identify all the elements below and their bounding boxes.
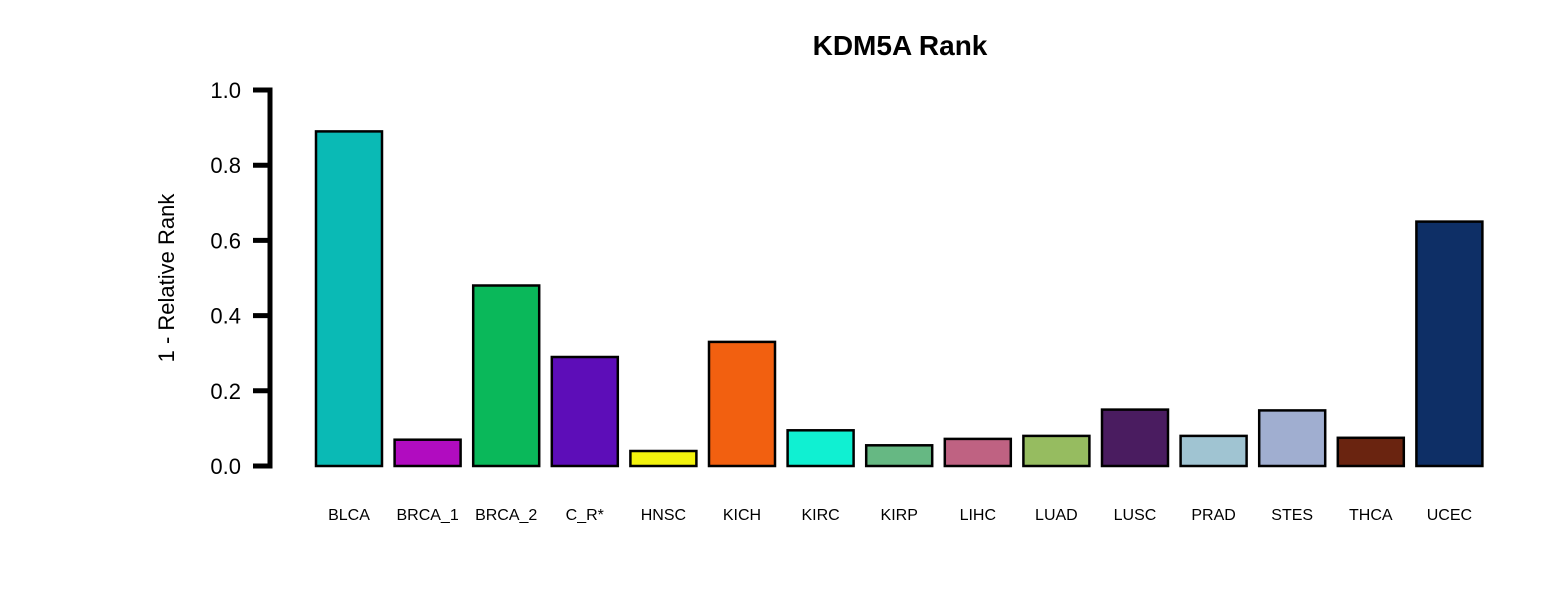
bar-kich (707, 340, 777, 468)
y-tick-label: 0.4 (210, 304, 241, 329)
x-tick-label: THCA (1349, 507, 1393, 524)
y-tick-label: 0.8 (210, 153, 241, 178)
bar-thca (1336, 436, 1406, 468)
x-tick-label: LUAD (1035, 507, 1078, 524)
x-tick-label: C_R* (566, 507, 604, 524)
x-tick-label: BRCA_2 (475, 507, 537, 524)
x-tick-label: PRAD (1191, 507, 1235, 524)
x-tick-label: HNSC (641, 507, 686, 524)
y-axis-label: 1 - Relative Rank (154, 193, 179, 363)
bar-luad (1022, 434, 1091, 468)
x-tick-label: KIRC (801, 507, 839, 524)
bar-ucec (1415, 220, 1484, 468)
x-tick-label: BLCA (328, 507, 370, 524)
y-tick-label: 0.2 (210, 379, 241, 404)
y-tick-label: 1.0 (210, 78, 241, 103)
bar-stes (1257, 409, 1327, 468)
chart-title: KDM5A Rank (813, 30, 988, 61)
x-tick-label: BRCA_1 (396, 507, 458, 524)
bar-brca-1 (393, 438, 462, 468)
y-tick-label: 0.0 (210, 454, 241, 479)
bar-prad (1179, 434, 1248, 468)
x-tick-labels: BLCA BRCA_1 BRCA_2 C_R* HNSC KICH KIRC KIRP LIHC… (328, 507, 1472, 524)
bars (314, 130, 1484, 468)
y-axis: 0.0 0.2 0.4 0.6 0.8 1.0 (210, 78, 273, 479)
x-tick-label: STES (1271, 507, 1313, 524)
bar-hnsc (629, 449, 698, 468)
x-tick-label: UCEC (1427, 507, 1472, 524)
bar-blca (314, 130, 384, 468)
bar-kirc (786, 429, 855, 468)
bar-kirp (864, 444, 934, 468)
x-tick-label: LUSC (1114, 507, 1157, 524)
x-tick-label: KICH (723, 507, 761, 524)
y-tick-label: 0.6 (210, 228, 241, 253)
x-tick-label: KIRP (881, 507, 918, 524)
bar-c-r (550, 355, 620, 468)
bar-lihc (943, 437, 1013, 468)
bar-brca-2 (471, 284, 541, 468)
x-tick-label: LIHC (960, 507, 996, 524)
bar-lusc (1100, 408, 1170, 468)
